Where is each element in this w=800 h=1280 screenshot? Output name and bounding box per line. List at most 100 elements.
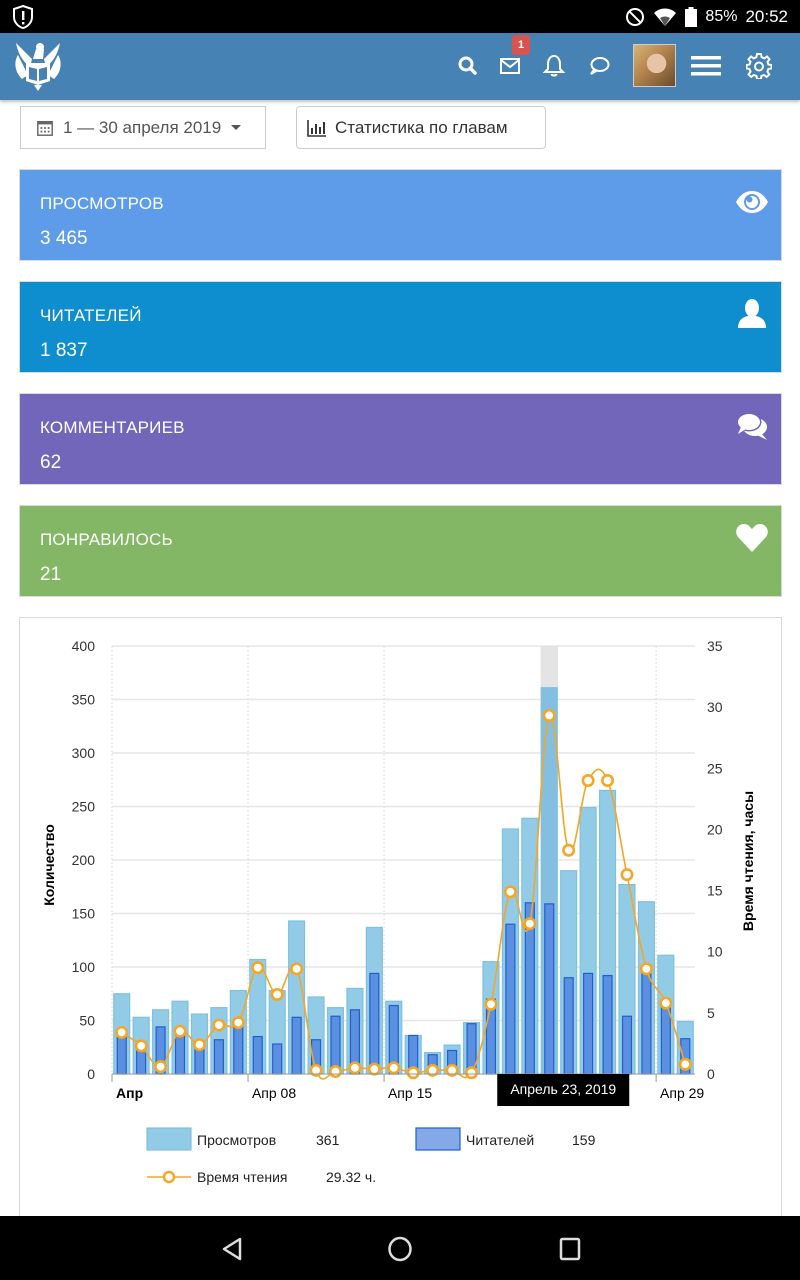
bell-icon[interactable] (541, 53, 567, 79)
battery-icon (685, 6, 698, 27)
reading-time-point (542, 708, 556, 722)
legend-label-views: Просмотров (197, 1132, 276, 1148)
system-nav-bar (0, 1216, 800, 1280)
gear-icon[interactable] (746, 53, 772, 79)
reading-time-point (328, 1065, 342, 1079)
chapter-stats-label: Статистика по главам (335, 117, 508, 137)
reading-time-point (639, 962, 653, 976)
stat-label: ПОНРАВИЛОСЬ (40, 530, 173, 549)
y-tick-label: 300 (72, 745, 96, 761)
chapter-stats-button[interactable]: Статистика по главам (296, 106, 546, 149)
search-icon[interactable] (455, 53, 481, 79)
reading-time-point (251, 961, 265, 975)
stat-value: 21 (40, 564, 62, 585)
avatar[interactable] (633, 44, 676, 87)
legend-label-time: Время чтения (197, 1169, 287, 1185)
readers-bar (641, 969, 652, 1075)
chart-panel: 0 50 100 150 200 250 300 350 400 0 5 10 15 20 25 30 35 Ап… (19, 617, 782, 1227)
readers-bar (621, 1015, 633, 1075)
legend-label-readers: Читателей (466, 1132, 534, 1148)
heart-icon (736, 524, 768, 552)
legend-swatch-readers (415, 1127, 461, 1151)
y-tick-label: 350 (72, 692, 96, 708)
reading-time-point (562, 843, 576, 857)
y-tick-label: 250 (72, 799, 96, 815)
reading-time-point (523, 917, 537, 931)
reading-time-point (134, 1039, 148, 1053)
app-header: 1 (0, 33, 800, 100)
menu-icon[interactable] (691, 53, 722, 79)
y-tick-label: 0 (87, 1066, 95, 1082)
x-tick-label: Апр (116, 1085, 143, 1101)
readers-bar (252, 1035, 263, 1075)
y-tick-label: 400 (72, 638, 96, 654)
y2-axis-title: Время чтения, часы (740, 791, 756, 931)
bar-chart-icon (307, 119, 326, 137)
y-tick-label: 50 (79, 1013, 95, 1029)
y2-tick-label: 35 (707, 638, 723, 654)
stat-card-comments: КОММЕНТАРИЕВ 62 (19, 393, 782, 485)
mail-unread-badge: 1 (512, 35, 530, 55)
readers-bar (563, 977, 574, 1075)
reading-time-point (290, 962, 304, 976)
reading-time-point (465, 1066, 479, 1080)
reading-time-point (367, 1062, 381, 1076)
stats-chart: 0 50 100 150 200 250 300 350 400 0 5 10 15 20 25 30 35 Ап… (41, 638, 756, 1185)
y-tick-label: 200 (72, 852, 96, 868)
wifi-icon (654, 8, 677, 26)
date-range-label: 1 — 30 апреля 2019 (63, 117, 222, 137)
logo-eagle-book-icon[interactable] (10, 39, 66, 93)
y2-tick-label: 10 (707, 944, 723, 960)
readers-bar (544, 903, 555, 1075)
clock: 20:52 (745, 6, 788, 26)
readers-bar (505, 923, 516, 1075)
chat-icon[interactable] (586, 53, 612, 79)
reading-time-point (212, 1018, 226, 1032)
do-not-disturb-icon (626, 7, 645, 26)
readers-bar (291, 1016, 302, 1075)
y2-tick-label: 25 (707, 760, 723, 776)
y2-tick-label: 5 (707, 1005, 715, 1021)
chevron-down-icon (231, 125, 242, 130)
reading-time-point (387, 1061, 401, 1075)
home-icon[interactable] (385, 1234, 415, 1264)
x-tick-label: Апр 08 (252, 1085, 296, 1101)
stat-card-readers: ЧИТАТЕЛЕЙ 1 837 (19, 281, 782, 373)
readers-bar (272, 1043, 283, 1075)
readers-bar (116, 1032, 127, 1075)
stat-card-views: ПРОСМОТРОВ 3 465 (19, 169, 782, 261)
stat-label: ПРОСМОТРОВ (40, 194, 164, 213)
reading-time-point (348, 1061, 362, 1075)
reading-time-point (503, 885, 517, 899)
readers-bar (602, 974, 613, 1075)
reading-time-point (231, 1016, 245, 1030)
x-tick-label: Апр 15 (388, 1085, 432, 1101)
reading-time-point (406, 1066, 420, 1080)
stat-value: 3 465 (40, 228, 88, 249)
chart-legend: Просмотров 361 Читателей 159 Время чтения 29.… (146, 1127, 596, 1185)
readers-bar (213, 1039, 224, 1075)
comments-icon (736, 412, 767, 440)
tooltip-layer: Апрель 23, 2019 (497, 1074, 630, 1106)
reading-time-line (115, 708, 692, 1080)
x-tick-label: Апр 29 (660, 1085, 704, 1101)
reading-time-point (192, 1038, 206, 1052)
readers-bar (174, 1033, 186, 1075)
eye-icon (736, 191, 768, 213)
date-range-dropdown[interactable]: 1 — 30 апреля 2019 (20, 106, 266, 149)
reading-time-point (173, 1024, 187, 1038)
y2-tick-label: 0 (707, 1066, 715, 1082)
stat-card-likes: ПОНРАВИЛОСЬ 21 (19, 505, 782, 597)
legend-value-readers: 159 (572, 1132, 596, 1148)
back-icon[interactable] (216, 1234, 246, 1264)
readers-bar (583, 972, 594, 1075)
chart-grid (111, 645, 695, 1074)
reading-time-point (601, 774, 615, 788)
legend-marker-time (162, 1170, 176, 1184)
recents-icon[interactable] (555, 1234, 585, 1264)
mail-icon[interactable] (497, 53, 523, 79)
reading-time-point (115, 1025, 129, 1039)
reading-time-point (484, 997, 498, 1011)
reading-time-point (309, 1063, 323, 1077)
stat-label: КОММЕНТАРИЕВ (40, 418, 185, 437)
